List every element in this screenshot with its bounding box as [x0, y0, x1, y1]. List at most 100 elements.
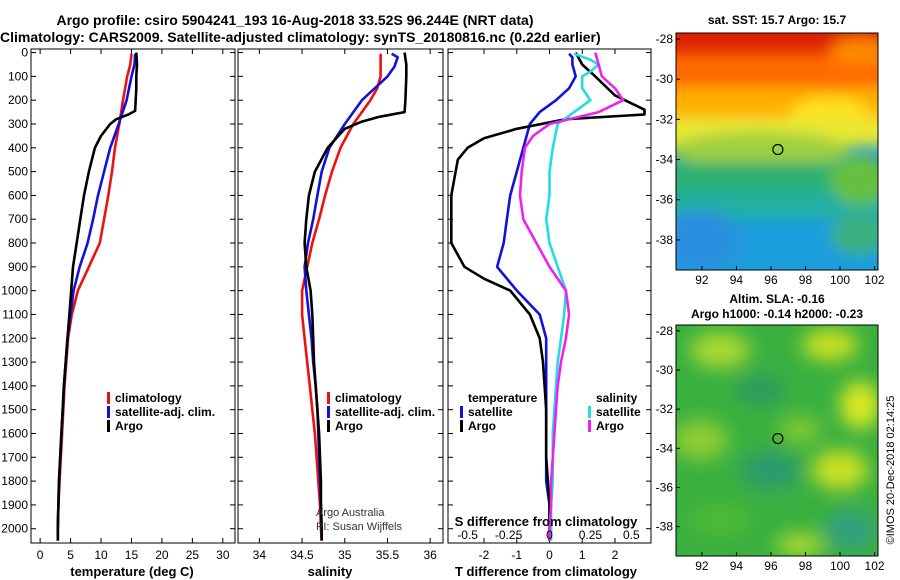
salinity-x-axis: 34 34.5 35 35.5 36	[253, 49, 438, 562]
depth-tick-label: 1500	[1, 403, 28, 417]
legend-swatch-s-satellite	[588, 406, 591, 418]
x-tick-label: 36	[424, 548, 438, 562]
sst-map-title: sat. SST: 15.7 Argo: 15.7	[708, 13, 847, 27]
map-x-tick-label: 92	[695, 273, 709, 287]
map-y-tick-label: -32	[656, 112, 674, 126]
map-x-tick-label: 94	[730, 559, 744, 573]
sla-map-panel: Altim. SLA: -0.16 Argo h1000: -0.14 h200…	[656, 292, 897, 573]
map-x-tick-label: 94	[730, 273, 744, 287]
x-tick-label: 35	[338, 548, 352, 562]
sst-heatmap	[676, 33, 878, 270]
s-difference-label: S difference from climatology	[455, 514, 639, 529]
depth-tick-label: 1700	[1, 450, 28, 464]
map-y-tick-label: -28	[656, 324, 674, 338]
depth-tick-label: 600	[8, 188, 28, 202]
temperature-series	[56, 52, 139, 541]
difference-x-axis: -2 -1 0 1 2	[479, 49, 619, 562]
x-tick-label: 0	[546, 548, 553, 562]
map-x-tick-label: 98	[799, 273, 813, 287]
series-argo	[56, 52, 139, 541]
s-tick-label: -0.5	[457, 528, 478, 542]
legend-label-t-argo: Argo	[468, 419, 496, 433]
series-s-argo	[518, 52, 625, 541]
depth-tick-label: 900	[8, 260, 28, 274]
depth-tick-label: 1600	[1, 426, 28, 440]
legend-swatch-t-satellite	[460, 406, 463, 418]
legend-swatch-satellite	[107, 406, 110, 418]
x-tick-label: 5	[67, 548, 74, 562]
difference-panel: -2 -1 0 1 2 T difference from climatology S …	[447, 48, 652, 579]
sla-map-axes: 92 94 96 98 100 102 -28 -30 -32 -34 -36 -38	[656, 324, 885, 573]
sst-map-frame	[675, 32, 879, 271]
series-argo	[303, 52, 408, 541]
x-tick-label: 10	[94, 548, 108, 562]
map-x-tick-label: 96	[764, 559, 778, 573]
depth-tick-label: 1300	[1, 355, 28, 369]
sla-heatmap	[676, 325, 878, 556]
map-x-tick-label: 92	[695, 559, 709, 573]
map-y-tick-label: -30	[656, 363, 674, 377]
depth-tick-label: 0	[21, 46, 28, 60]
legend-label-climatology: climatology	[335, 391, 402, 405]
depth-tick-label: 1200	[1, 331, 28, 345]
x-tick-label: 1	[579, 548, 586, 562]
x-tick-label: 34	[253, 548, 267, 562]
depth-tick-label: 500	[8, 165, 28, 179]
depth-tick-label: 400	[8, 141, 28, 155]
map-x-tick-label: 102	[865, 559, 885, 573]
legend-label-satellite: satellite-adj. clim.	[115, 405, 215, 419]
s-tick-label: 0.25	[579, 528, 603, 542]
map-x-tick-label: 96	[764, 273, 778, 287]
x-tick-label: 30	[216, 548, 230, 562]
legend-swatch-t-argo	[460, 420, 463, 432]
legend-swatch-s-argo	[588, 420, 591, 432]
x-tick-label: 35.5	[376, 548, 400, 562]
temperature-plot-frame	[30, 48, 236, 544]
temperature-xlabel: temperature (deg C)	[70, 564, 194, 579]
s-tick-label: 0	[546, 528, 553, 542]
sst-map-axes: 92 94 96 98 100 102 -28 -30 -32 -34 -36 -38	[656, 32, 885, 287]
sla-map-title-line2: Argo h1000: -0.14 h2000: -0.23	[691, 307, 863, 321]
salinity-panel: 34 34.5 35 35.5 36 salinity climatology sate…	[237, 48, 444, 579]
map-y-tick-label: -38	[656, 520, 674, 534]
credit-pi: PI: Susan Wijffels	[316, 521, 402, 533]
map-y-tick-label: -36	[656, 193, 674, 207]
legend-title-salinity: salinity	[596, 391, 638, 405]
x-tick-label: 0	[37, 548, 44, 562]
map-y-tick-label: -32	[656, 402, 674, 416]
difference-legend: temperature satellite Argo salinity sate…	[460, 391, 641, 433]
map-y-tick-label: -30	[656, 72, 674, 86]
depth-axis: 0 100 200 300 400 500 600 700 800 900 1000 1100 1200…	[1, 46, 235, 536]
x-tick-label: 20	[155, 548, 169, 562]
legend-swatch-argo	[107, 420, 110, 432]
legend-swatch-climatology	[107, 392, 110, 404]
salinity-series	[300, 52, 408, 541]
temperature-legend: climatology satellite-adj. clim. Argo	[107, 391, 215, 433]
legend-label-argo: Argo	[335, 419, 363, 433]
map-x-tick-label: 100	[830, 273, 850, 287]
series-climatology	[300, 53, 382, 541]
imos-credit: ©IMOS 20-Dec-2018 02:14:25	[885, 396, 897, 545]
difference-series	[449, 51, 646, 541]
depth-tick-label: 800	[8, 236, 28, 250]
temperature-x-axis: 0 5 10 15 20 25 30	[37, 49, 230, 562]
difference-plot-frame	[447, 48, 652, 544]
legend-label-argo: Argo	[115, 419, 143, 433]
t-difference-xlabel: T difference from climatology	[455, 564, 638, 579]
float-position-marker	[772, 143, 784, 156]
depth-tick-label: 700	[8, 212, 28, 226]
x-tick-label: 25	[186, 548, 200, 562]
x-tick-label: -1	[511, 548, 522, 562]
map-y-tick-label: -28	[656, 32, 674, 46]
map-y-tick-label: -38	[656, 233, 674, 247]
depth-tick-label: 300	[8, 117, 28, 131]
s-difference-ticks: -0.5 -0.25 0 0.25 0.5	[457, 528, 640, 542]
depth-tick-label: 1400	[1, 379, 28, 393]
x-tick-label: 34.5	[290, 548, 314, 562]
depth-tick-label: 1000	[1, 284, 28, 298]
credit-argo-australia: Argo Australia	[316, 507, 385, 519]
x-tick-label: 2	[612, 548, 619, 562]
map-x-tick-label: 98	[799, 559, 813, 573]
sla-map-title-line1: Altim. SLA: -0.16	[729, 292, 825, 306]
